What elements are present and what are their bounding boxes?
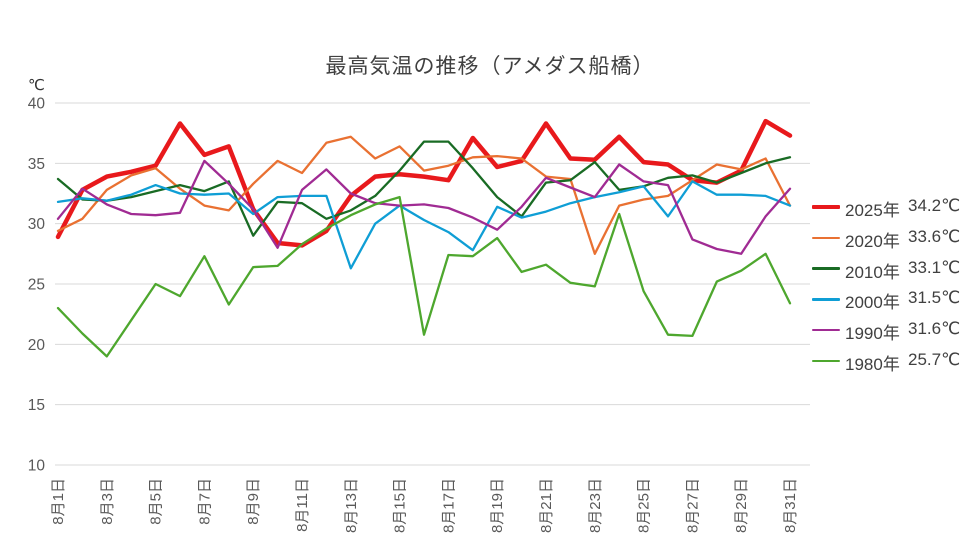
legend-row: 2010年 33.1℃	[812, 257, 980, 282]
legend-row: 2020年 33.6℃	[812, 226, 980, 251]
y-tick-label: 20	[28, 337, 46, 354]
legend-line-swatch	[812, 236, 840, 239]
legend-avg-value: 33.6℃	[908, 226, 961, 246]
legend-avg-value: 31.5℃	[908, 288, 961, 308]
legend-line-swatch	[812, 298, 840, 301]
series-line-2010	[56, 140, 792, 237]
y-tick-label: 35	[28, 156, 45, 173]
y-tick-label: 15	[28, 397, 45, 414]
x-tick-label: 8月21日	[538, 478, 555, 533]
legend-avg-value: 33.1℃	[908, 257, 961, 277]
x-tick-label: 8月29日	[733, 478, 750, 533]
legend-row: 2025年 34.2℃	[812, 195, 980, 220]
series-line-1990	[56, 159, 792, 255]
legend-year-label: 2010年	[845, 262, 900, 282]
y-axis-unit-label: ℃	[28, 77, 45, 94]
series-line-1980	[56, 195, 792, 358]
y-tick-label: 10	[28, 458, 46, 475]
x-tick-label: 8月11日	[294, 478, 311, 532]
legend-avg-value: 34.2℃	[908, 196, 961, 215]
legend-year-label: 2000年	[845, 293, 900, 313]
x-tick-label: 8月1日	[50, 478, 67, 525]
x-tick-label: 8月15日	[392, 478, 409, 533]
legend-row: 1990年 31.6℃	[812, 318, 980, 344]
y-tick-label: 25	[28, 277, 45, 294]
legend-row: 2000年 31.5℃	[812, 287, 980, 313]
x-tick-label: 8月19日	[489, 478, 506, 533]
x-tick-label: 8月3日	[99, 478, 116, 525]
x-tick-label: 8月27日	[684, 478, 701, 533]
x-tick-label: 8月9日	[245, 478, 262, 525]
x-tick-label: 8月23日	[587, 478, 604, 533]
legend-avg-value: 31.6℃	[908, 319, 961, 339]
series-line-2020	[56, 135, 792, 255]
legend-year-label: 2020年	[845, 231, 900, 251]
legend-line-swatch	[812, 267, 840, 270]
legend-year-label: 1980年	[845, 355, 900, 374]
legend-line-swatch	[812, 359, 840, 363]
y-tick-label: 40	[28, 96, 46, 113]
series-line-2000	[56, 180, 792, 270]
legend-avg-value: 25.7℃	[908, 350, 961, 369]
chart-title: 最高気温の推移（アメダス船橋）	[325, 55, 655, 78]
legend-year-label: 2025年	[845, 201, 900, 220]
x-tick-label: 8月5日	[148, 478, 165, 525]
x-tick-label: 8月7日	[196, 478, 213, 525]
legend-row: 1980年 25.7℃	[812, 349, 980, 374]
legend-line-swatch	[812, 329, 840, 332]
x-tick-label: 8月25日	[636, 478, 653, 533]
x-tick-label: 8月31日	[782, 478, 799, 533]
y-tick-label: 30	[28, 216, 46, 233]
legend-year-label: 1990年	[845, 324, 900, 344]
series-line-2025	[55, 118, 793, 248]
legend-line-swatch	[812, 204, 840, 210]
x-tick-label: 8月17日	[440, 478, 457, 533]
x-tick-label: 8月13日	[343, 478, 360, 533]
